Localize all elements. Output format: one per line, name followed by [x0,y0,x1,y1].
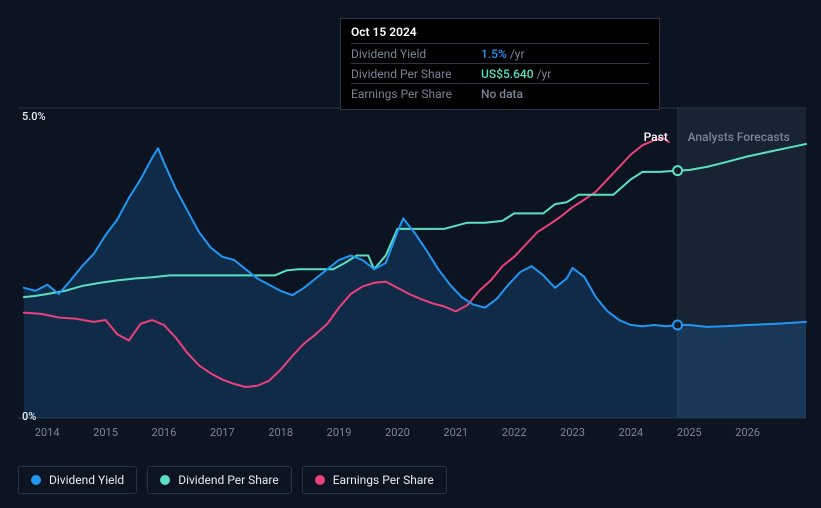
legend-item-dividend-yield[interactable]: Dividend Yield [18,466,137,494]
forecast-label: Analysts Forecasts [688,130,790,144]
legend-label: Dividend Per Share [178,473,279,487]
tooltip-row-value: 1.5% [481,47,507,61]
chart-tooltip: Oct 15 2024 Dividend Yield1.5%/yrDividen… [340,18,660,110]
x-axis-label: 2026 [735,426,760,439]
tooltip-row-label: Dividend Yield [351,47,481,61]
x-axis-label: 2019 [327,426,352,439]
x-axis-label: 2014 [35,426,60,439]
legend-item-dividend-per-share[interactable]: Dividend Per Share [147,466,292,494]
tooltip-row-label: Dividend Per Share [351,67,481,81]
legend-swatch [315,475,325,485]
legend-item-earnings-per-share[interactable]: Earnings Per Share [302,466,447,494]
x-axis-label: 2023 [560,426,585,439]
tooltip-date: Oct 15 2024 [351,25,649,43]
tooltip-row-unit: /yr [510,47,525,61]
legend-swatch [31,475,41,485]
tooltip-row: Earnings Per ShareNo data [351,83,649,103]
chart-legend: Dividend Yield Dividend Per Share Earnings… [18,466,447,494]
x-axis-label: 2022 [502,426,527,439]
x-axis-label: 2020 [385,426,410,439]
tooltip-row: Dividend Yield1.5%/yr [351,43,649,63]
legend-label: Dividend Yield [49,473,124,487]
x-axis-label: 2025 [677,426,702,439]
tooltip-row: Dividend Per ShareUS$5.640/yr [351,63,649,83]
tooltip-row-value: US$5.640 [481,67,534,81]
legend-label: Earnings Per Share [333,473,434,487]
tooltip-row-unit: /yr [537,67,552,81]
tooltip-row-label: Earnings Per Share [351,87,481,101]
x-axis-label: 2017 [210,426,235,439]
x-axis-label: 2015 [93,426,118,439]
y-axis-label: 0% [22,410,36,423]
x-axis-label: 2024 [619,426,644,439]
legend-swatch [160,475,170,485]
tooltip-row-value: No data [481,87,523,101]
past-label: Past [644,130,668,144]
x-axis-label: 2016 [152,426,177,439]
x-axis-label: 2021 [443,426,468,439]
x-axis-label: 2018 [268,426,293,439]
y-axis-label: 5.0% [22,110,46,123]
